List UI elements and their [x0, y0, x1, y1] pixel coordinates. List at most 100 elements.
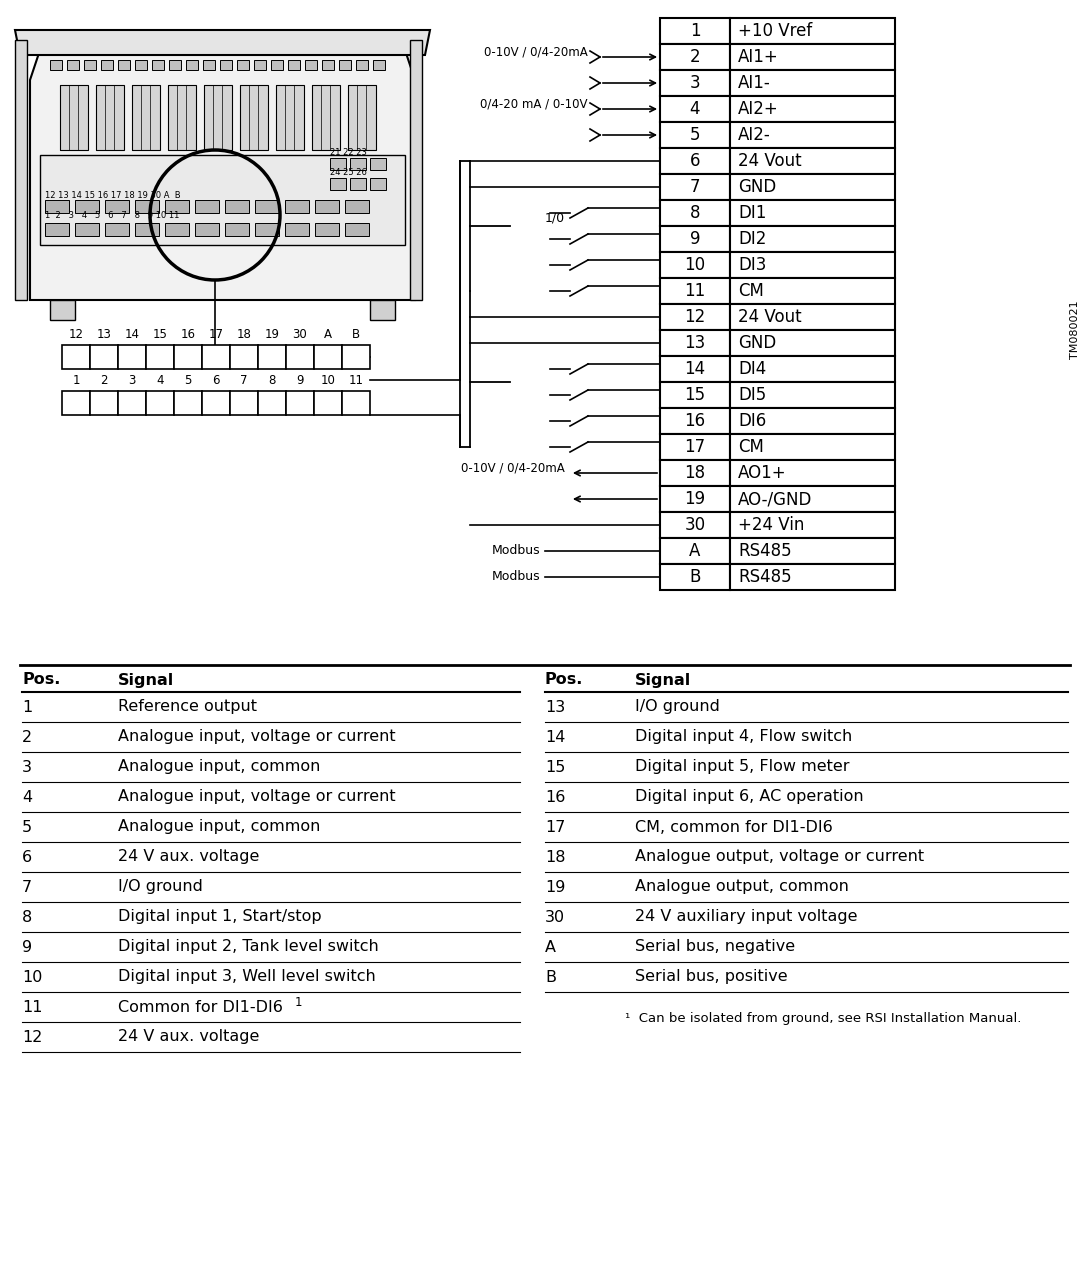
Text: 0-10V / 0/4-20mA: 0-10V / 0/4-20mA	[461, 461, 565, 475]
Bar	[271, 60, 283, 70]
Text: 1  2   3   4   5   6   7   8   9 10 11: 1 2 3 4 5 6 7 8 9 10 11	[45, 211, 180, 220]
Text: 1/0: 1/0	[545, 212, 565, 225]
Bar	[186, 60, 198, 70]
Text: Signal: Signal	[118, 673, 174, 687]
Bar	[730, 356, 895, 382]
Bar	[730, 564, 895, 591]
Text: 1: 1	[295, 997, 303, 1010]
Bar	[370, 300, 395, 320]
Bar	[350, 157, 366, 170]
Text: GND: GND	[738, 334, 776, 352]
Bar	[135, 60, 147, 70]
Text: 16: 16	[545, 790, 566, 804]
Text: Analogue input, common: Analogue input, common	[118, 759, 320, 775]
Text: 11: 11	[22, 999, 43, 1015]
Text: AI2-: AI2-	[738, 126, 771, 144]
Text: 15: 15	[153, 328, 168, 342]
Bar	[661, 18, 730, 44]
Bar	[202, 345, 230, 370]
Bar	[661, 512, 730, 538]
Text: 24 Vout: 24 Vout	[738, 309, 801, 326]
Text: 5: 5	[184, 373, 192, 387]
Bar	[661, 199, 730, 226]
Bar	[730, 382, 895, 408]
Text: AI1-: AI1-	[738, 74, 771, 91]
Bar	[730, 460, 895, 486]
Text: 3: 3	[690, 74, 700, 91]
Bar	[286, 345, 314, 370]
Text: 17: 17	[545, 819, 566, 834]
Text: 5: 5	[22, 819, 32, 834]
Bar	[661, 122, 730, 149]
Text: 8: 8	[690, 204, 700, 222]
Text: B: B	[689, 568, 701, 585]
Text: Reference output: Reference output	[118, 700, 257, 715]
Text: CM, common for DI1-DI6: CM, common for DI1-DI6	[635, 819, 833, 834]
Text: 14: 14	[685, 359, 705, 378]
Text: 6: 6	[22, 850, 32, 865]
Text: Digital input 3, Well level switch: Digital input 3, Well level switch	[118, 969, 376, 984]
Bar	[66, 60, 78, 70]
Bar	[258, 345, 286, 370]
Text: Pos.: Pos.	[545, 673, 583, 687]
Text: 12 13 14 15 16 17 18 19 30 A  B: 12 13 14 15 16 17 18 19 30 A B	[45, 190, 181, 199]
Bar	[84, 60, 96, 70]
Text: 16: 16	[181, 328, 195, 342]
Text: 15: 15	[545, 759, 566, 775]
Text: Digital input 1, Start/stop: Digital input 1, Start/stop	[118, 909, 322, 925]
Text: CM: CM	[738, 282, 764, 300]
Bar	[45, 224, 69, 236]
Text: 12: 12	[69, 328, 84, 342]
Bar	[730, 122, 895, 149]
Bar	[661, 251, 730, 278]
Bar	[350, 178, 366, 190]
Bar	[75, 199, 99, 213]
Bar	[60, 85, 88, 150]
Bar	[75, 224, 99, 236]
Bar	[314, 391, 342, 415]
Text: CM: CM	[738, 438, 764, 456]
Bar	[314, 345, 342, 370]
Text: 1: 1	[72, 373, 80, 387]
Bar	[50, 60, 62, 70]
Text: 21 22 23: 21 22 23	[330, 149, 367, 157]
Bar	[315, 224, 339, 236]
Text: Analogue input, voltage or current: Analogue input, voltage or current	[118, 790, 396, 804]
Text: AI1+: AI1+	[738, 48, 778, 66]
Text: Modbus: Modbus	[492, 570, 540, 583]
Text: 14: 14	[545, 729, 566, 744]
Bar	[348, 85, 376, 150]
Bar	[276, 85, 304, 150]
Polygon shape	[31, 50, 415, 300]
Text: 2: 2	[100, 373, 108, 387]
Bar	[168, 85, 196, 150]
Text: 7: 7	[22, 880, 32, 894]
Text: 12: 12	[685, 309, 705, 326]
Text: ¹  Can be isolated from ground, see RSI Installation Manual.: ¹ Can be isolated from ground, see RSI I…	[625, 1012, 1021, 1025]
Text: 24 V auxiliary input voltage: 24 V auxiliary input voltage	[635, 909, 858, 925]
Text: 3: 3	[129, 373, 135, 387]
Text: 0-10V / 0/4-20mA: 0-10V / 0/4-20mA	[484, 46, 588, 58]
Bar	[661, 434, 730, 460]
Bar	[661, 460, 730, 486]
Text: Signal: Signal	[635, 673, 691, 687]
Text: 4: 4	[22, 790, 32, 804]
Text: 6: 6	[213, 373, 220, 387]
Bar	[661, 226, 730, 251]
Text: 11: 11	[685, 282, 705, 300]
Bar	[174, 345, 202, 370]
Text: Analogue output, voltage or current: Analogue output, voltage or current	[635, 850, 924, 865]
Text: Analogue input, common: Analogue input, common	[118, 819, 320, 834]
Bar	[346, 224, 370, 236]
Text: I/O ground: I/O ground	[118, 880, 203, 894]
Text: 24 Vout: 24 Vout	[738, 152, 801, 170]
Bar	[50, 300, 75, 320]
Text: 18: 18	[685, 464, 705, 483]
Text: Common for DI1-DI6: Common for DI1-DI6	[118, 999, 288, 1015]
Bar	[135, 199, 159, 213]
Bar	[203, 60, 215, 70]
Bar	[312, 85, 340, 150]
Bar	[165, 224, 189, 236]
Text: B: B	[545, 969, 556, 984]
Bar	[146, 391, 174, 415]
